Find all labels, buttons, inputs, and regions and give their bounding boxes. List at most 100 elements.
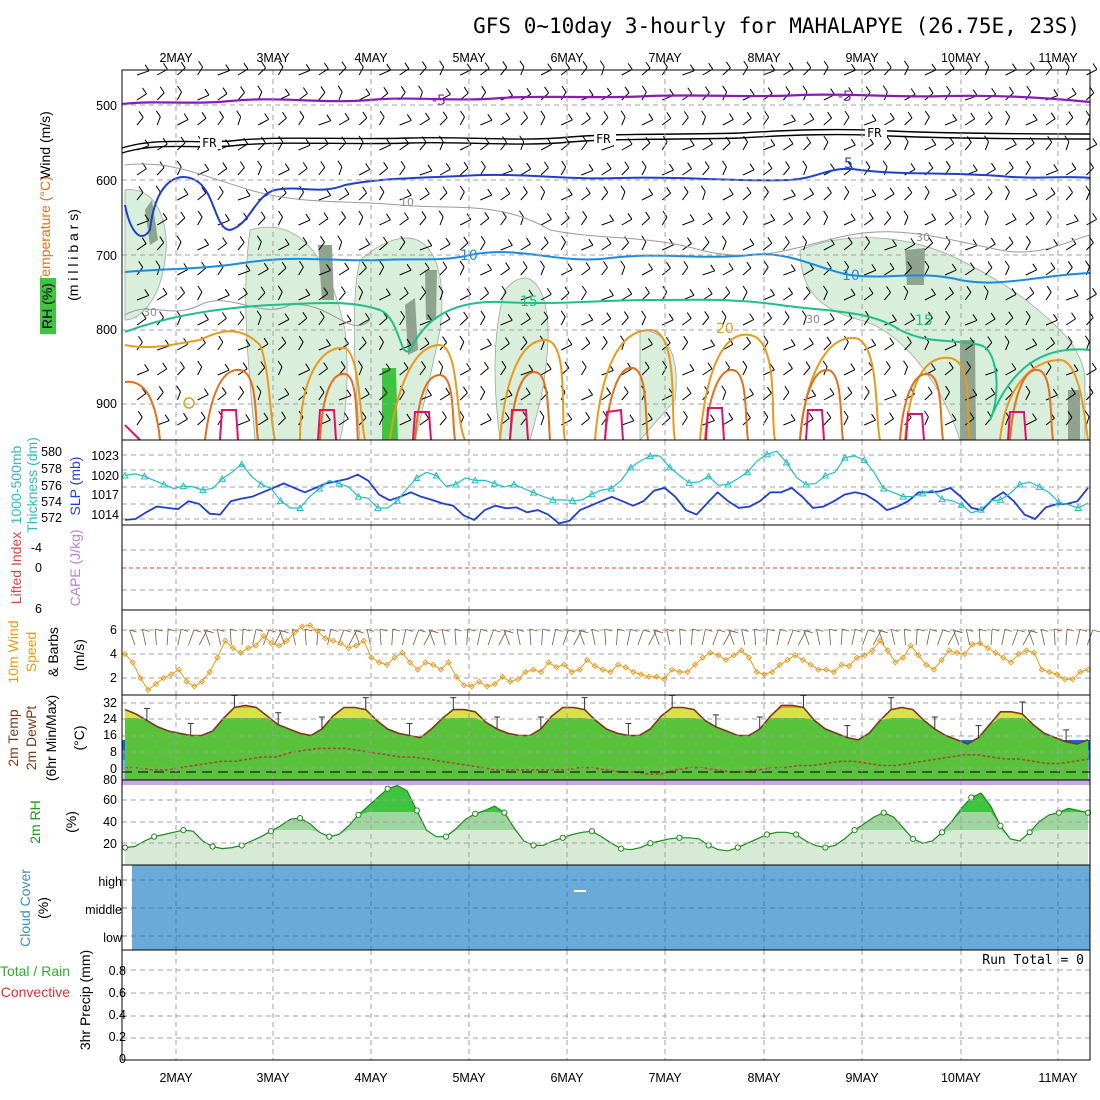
upper-wind-barb-flag: [770, 139, 776, 146]
upper-wind-barb-flag: [710, 264, 716, 272]
upper-wind-barb-flag: [1032, 188, 1038, 196]
upper-wind-barb: [864, 419, 876, 426]
thickness-point: [996, 495, 1005, 503]
cloud-level-high: high: [98, 875, 122, 889]
upper-wind-barb-flag: [337, 160, 343, 168]
isotherm-20: [124, 328, 1089, 441]
upper-wind-barb: [540, 116, 546, 126]
wind10-speed-point: [468, 683, 475, 690]
slp-tick-1023: 1023: [91, 449, 119, 463]
wind10-barb: [828, 629, 831, 646]
wind10-speed-point: [137, 674, 144, 682]
rh-point: [530, 842, 537, 849]
wind10-speed-point: [445, 659, 452, 666]
upper-wind-barb-flag: [785, 161, 790, 168]
li-tick-minus4: -4: [31, 541, 42, 555]
upper-wind-barb: [378, 341, 384, 351]
upper-wind-barb-flag: [487, 263, 492, 271]
upper-wind-barb-flag: [1067, 336, 1073, 343]
rh-point: [1055, 809, 1062, 816]
upper-wind-barb: [540, 317, 549, 326]
bottom-tick-7may: 7MAY: [648, 1071, 682, 1085]
upper-wind-barb-flag: [284, 388, 290, 395]
upper-wind-barb: [742, 319, 754, 326]
upper-wind-barb-flag: [663, 60, 668, 68]
upper-wind-barb: [580, 366, 587, 376]
wind10-barb: [653, 629, 660, 646]
top-axis-labels: 2MAY 3MAY 4MAY 5MAY 6MAY 7MAY 8MAY 9MAY …: [159, 51, 1078, 65]
upper-wind-barb-flag: [641, 85, 647, 93]
temp-label-1: 2m Temp: [5, 709, 21, 767]
upper-wind-barb: [540, 266, 545, 276]
upper-wind-barb: [944, 269, 957, 276]
wind-series: [121, 622, 1100, 694]
upper-wind-barb-flag: [865, 86, 871, 93]
upper-wind-barb-flag: [581, 360, 587, 368]
upper-wind-barb: [278, 169, 290, 176]
upper-wind-barb: [621, 368, 632, 376]
thickness-point: [393, 496, 402, 504]
isotherm-10-label-b: 10: [842, 268, 860, 284]
upper-wind-barb-flag: [645, 136, 651, 144]
upper-wind-barb: [520, 141, 525, 151]
upper-wind-barb-flag: [1004, 260, 1010, 268]
upper-wind-barb-flag: [144, 364, 150, 371]
upper-wind-barb: [257, 166, 263, 176]
rh-point: [997, 822, 1004, 829]
upper-wind-barb-flag: [767, 237, 773, 244]
upper-wind-barb: [661, 216, 668, 226]
upper-wind-barb-flag: [891, 389, 897, 396]
upper-wind-barb: [560, 217, 570, 226]
upper-wind-barb-flag: [1053, 239, 1059, 246]
upper-wind-barb-flag: [459, 260, 465, 268]
thickness-label-2: Thickness (dm): [24, 437, 40, 533]
wind10-barb-flag: [230, 628, 238, 632]
wind10-barb-flag: [728, 629, 736, 633]
upper-wind-barb: [601, 243, 612, 251]
upper-wind-barb-flag: [386, 213, 391, 221]
upper-wind-barb-flag: [204, 313, 209, 320]
upper-wind-barb-flag: [665, 336, 671, 344]
upper-wind-barb-flag: [526, 237, 531, 245]
upper-wind-barb-flag: [1046, 285, 1052, 293]
precip-panel: 0.8 0.6 0.4 0.2 0 Run Total = 0 Total / …: [0, 949, 1091, 1066]
upper-wind-barb-flag: [666, 187, 672, 194]
upper-wind-barb: [924, 69, 937, 76]
upper-wind-barb: [277, 66, 284, 76]
upper-wind-barb-flag: [427, 164, 433, 172]
upper-wind-barb: [1065, 117, 1074, 126]
wind-y-axis: 6 4 2: [110, 623, 117, 685]
upper-wind-barb-flag: [850, 138, 856, 146]
upper-wind-barb: [177, 119, 189, 126]
wind10-speed-point: [645, 673, 653, 680]
upper-wind-barb-flag: [708, 62, 714, 70]
upper-wind-barb: [338, 268, 349, 276]
upper-wind-barb-flag: [808, 337, 814, 345]
upper-wind-barb: [177, 67, 186, 76]
cape-label: CAPE (J/kg): [67, 529, 83, 606]
upper-wind-barb-flag: [700, 185, 706, 193]
upper-wind-barb-flag: [162, 287, 168, 295]
upper-wind-barb: [964, 142, 972, 151]
upper-wind-barb-flag: [463, 161, 469, 169]
upper-wind-barb: [1045, 319, 1058, 326]
upper-wind-barb: [257, 391, 262, 401]
thickness-point: [782, 458, 791, 466]
upper-wind-barb: [1025, 67, 1035, 76]
upper-wind-barb: [884, 245, 897, 251]
upper-wind-barb-flag: [357, 360, 363, 368]
upper-wind-barb-flag: [382, 386, 388, 394]
upper-wind-barb-flag: [969, 337, 975, 344]
wind10-speed-point: [930, 666, 938, 673]
upper-wind-barb: [560, 166, 567, 176]
thickness-point: [160, 480, 168, 488]
upper-wind-barb-flag: [427, 389, 432, 396]
wind10-barb-flag: [953, 629, 961, 633]
slp-label: SLP (mb): [67, 457, 83, 516]
upper-wind-barb-flag: [1092, 63, 1098, 70]
wind10-speed-point: [422, 659, 429, 666]
upper-wind-barb: [1025, 119, 1038, 126]
thickness-line: [124, 450, 1089, 514]
upper-wind-barb-flag: [421, 361, 426, 368]
upper-wind-barb-flag: [722, 160, 727, 168]
